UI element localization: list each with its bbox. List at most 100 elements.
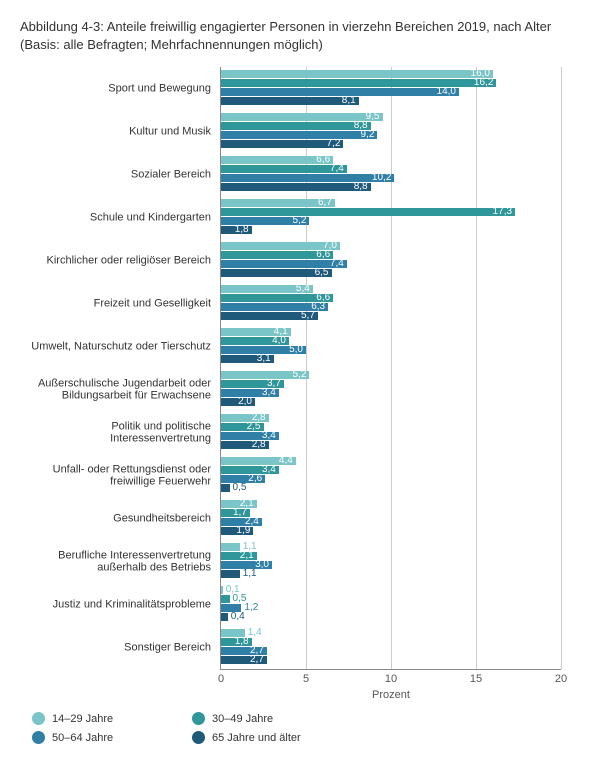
category-label: Sozialer Bereich: [21, 168, 211, 181]
bar: 3,1: [221, 355, 274, 363]
bar-value-label: 6,6: [316, 251, 330, 259]
bar: 3,4: [221, 432, 279, 440]
bar-value-label: 7,2: [326, 140, 340, 148]
category-group: Sport und Bewegung16,016,214,08,1: [221, 70, 561, 107]
bar: 7,4: [221, 165, 347, 173]
category-label: Sport und Bewegung: [21, 82, 211, 95]
legend-label: 65 Jahre und älter: [212, 732, 301, 744]
bar-value-label: 5,2: [292, 217, 306, 225]
bar-value-label: 3,0: [255, 561, 269, 569]
bar: 0,5: [221, 484, 230, 492]
bar: 2,1: [221, 552, 257, 560]
x-tick-label: 10: [385, 673, 397, 685]
bar: 5,4: [221, 285, 313, 293]
bar-value-label: 6,5: [315, 269, 329, 277]
category-group: Kirchlicher oder religiöser Bereich7,06,…: [221, 242, 561, 279]
legend-swatch-icon: [32, 712, 45, 725]
category-label: Schule und Kindergarten: [21, 211, 211, 224]
bar-value-label: 2,6: [248, 475, 262, 483]
category-group: Sonstiger Bereich1,41,82,72,7: [221, 629, 561, 666]
legend-label: 50–64 Jahre: [52, 732, 113, 744]
bar-value-label: 1,8: [235, 638, 249, 646]
category-label: Justiz und Kriminalitätsprobleme: [21, 598, 211, 611]
bar: 1,1: [221, 543, 240, 551]
bar: 2,8: [221, 441, 269, 449]
bar: 17,3: [221, 208, 515, 216]
legend-row: 14–29 Jahre 30–49 Jahre: [32, 712, 580, 725]
bar-value-label: 2,7: [250, 656, 264, 664]
bar: 0,4: [221, 613, 228, 621]
category-group: Justiz und Kriminalitätsprobleme0,10,51,…: [221, 586, 561, 623]
x-tick-label: 5: [303, 673, 309, 685]
bar: 5,2: [221, 371, 309, 379]
legend-row: 50–64 Jahre 65 Jahre und älter: [32, 731, 580, 744]
bar-value-label: 6,7: [318, 199, 332, 207]
bar: 1,8: [221, 226, 252, 234]
bar-value-label: 8,1: [342, 97, 356, 105]
chart-title: Abbildung 4-3: Anteile freiwillig engagi…: [20, 18, 580, 53]
bar: 8,1: [221, 97, 359, 105]
bar: 2,7: [221, 656, 267, 664]
legend-item: 30–49 Jahre: [192, 712, 322, 725]
bar-value-label: 5,7: [301, 312, 315, 320]
category-group: Außerschulische Jugendarbeit oder Bildun…: [221, 371, 561, 408]
bar: 14,0: [221, 88, 459, 96]
bar: 8,8: [221, 183, 371, 191]
x-axis-label: Prozent: [372, 689, 410, 701]
bar-value-label: 2,5: [247, 423, 261, 431]
bar: 2,8: [221, 414, 269, 422]
bar-value-label: 6,6: [316, 156, 330, 164]
bar: 4,0: [221, 337, 289, 345]
legend-item: 14–29 Jahre: [32, 712, 162, 725]
bar: 6,6: [221, 156, 333, 164]
bar-value-label: 2,1: [240, 552, 254, 560]
category-group: Politik und politische Interessenvertret…: [221, 414, 561, 451]
bar: 4,4: [221, 457, 296, 465]
bar: 0,1: [221, 586, 223, 594]
category-group: Berufliche Interessenvertretung außerhal…: [221, 543, 561, 580]
category-label: Sonstiger Bereich: [21, 641, 211, 654]
category-label: Politik und politische Interessenvertret…: [21, 420, 211, 445]
bar: 9,2: [221, 131, 377, 139]
bar: 1,1: [221, 570, 240, 578]
bar-value-label: 1,9: [236, 527, 250, 535]
bar-value-label: 4,0: [272, 337, 286, 345]
category-group: Sozialer Bereich6,67,410,28,8: [221, 156, 561, 193]
legend-label: 14–29 Jahre: [52, 713, 113, 725]
x-tick-label: 20: [555, 673, 567, 685]
chart-title-line2: (Basis: alle Befragten; Mehrfachnennunge…: [20, 37, 323, 52]
plot-area: Prozent 05101520Sport und Bewegung16,016…: [220, 67, 561, 670]
category-group: Freizeit und Geselligkeit5,46,66,35,7: [221, 285, 561, 322]
bar-value-label: 14,0: [437, 88, 456, 96]
bar: 8,8: [221, 122, 371, 130]
bar-value-label: 16,2: [474, 79, 493, 87]
category-group: Gesundheitsbereich2,11,72,41,9: [221, 500, 561, 537]
bar: 0,5: [221, 595, 230, 603]
x-tick-label: 0: [218, 673, 224, 685]
bar-value-label: 3,1: [257, 355, 271, 363]
bar-value-label: 5,2: [292, 371, 306, 379]
bar: 6,7: [221, 199, 335, 207]
bar-value-label: 0,4: [231, 613, 245, 621]
bar: 6,6: [221, 251, 333, 259]
bar-value-label: 1,4: [248, 629, 262, 637]
category-group: Kultur und Musik9,58,89,27,2: [221, 113, 561, 150]
bar-value-label: 7,4: [330, 260, 344, 268]
bar-value-label: 1,8: [235, 226, 249, 234]
bar: 2,5: [221, 423, 264, 431]
bar-value-label: 1,1: [243, 570, 257, 578]
bar-value-label: 3,4: [262, 466, 276, 474]
bar-value-label: 5,4: [296, 285, 310, 293]
category-label: Kultur und Musik: [21, 125, 211, 138]
bar: 1,8: [221, 638, 252, 646]
bar-value-label: 2,0: [238, 398, 252, 406]
category-label: Kirchlicher oder religiöser Bereich: [21, 254, 211, 267]
legend-item: 65 Jahre und älter: [192, 731, 322, 744]
bar-value-label: 8,8: [354, 183, 368, 191]
bar: 5,7: [221, 312, 318, 320]
bar-value-label: 1,2: [244, 604, 258, 612]
category-label: Umwelt, Naturschutz oder Tierschutz: [21, 340, 211, 353]
bar: 7,2: [221, 140, 343, 148]
category-group: Unfall- oder Rettungsdienst oder freiwil…: [221, 457, 561, 494]
bar: 10,2: [221, 174, 394, 182]
